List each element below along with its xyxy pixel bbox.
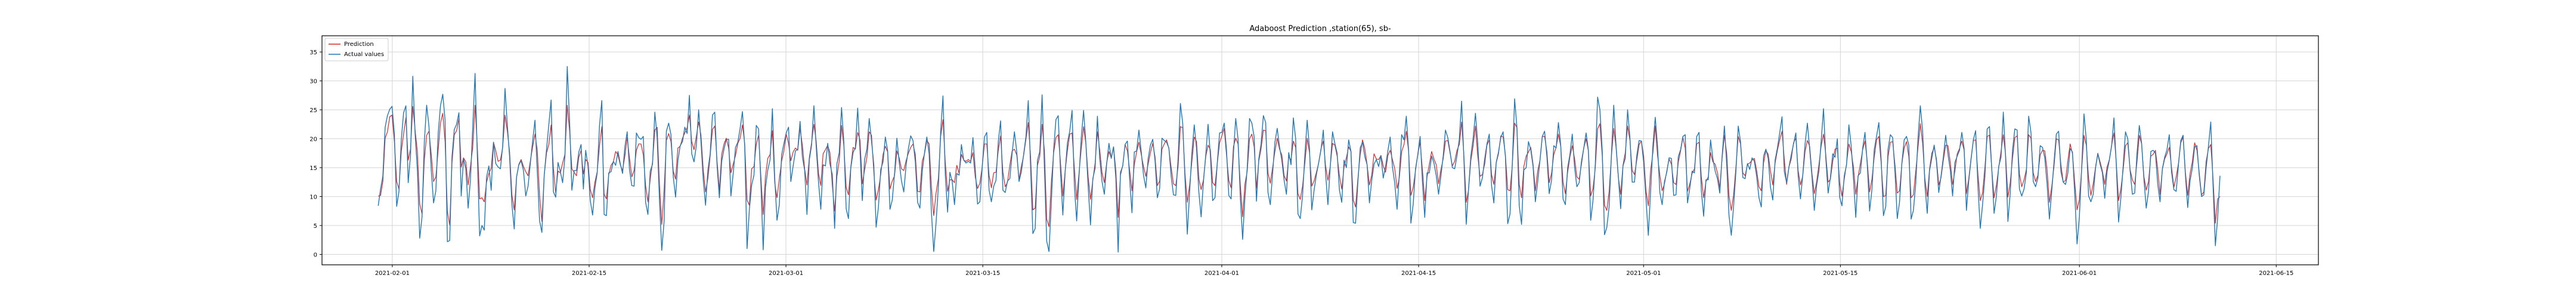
x-tick-label: 2021-06-01 xyxy=(2062,270,2097,277)
x-tick-label: 2021-05-01 xyxy=(1626,270,1661,277)
plot-frame xyxy=(321,35,2319,265)
y-tick-label: 10 xyxy=(309,194,317,201)
x-tick-label: 2021-03-15 xyxy=(965,270,1000,277)
legend-label-actual: Actual values xyxy=(344,51,384,58)
legend-box xyxy=(324,38,389,61)
y-tick-label: 0 xyxy=(314,252,317,259)
x-tick-label: 2021-04-01 xyxy=(1205,270,1239,277)
chart-title: Adaboost Prediction ,station(65), sb- xyxy=(1249,24,1391,33)
x-tick-label: 2021-02-15 xyxy=(572,270,606,277)
y-tick-label: 20 xyxy=(309,137,317,143)
axis-ticks: 0 5 10 15 20 25 30 35 2021-02-01 2021-02-15 2021-0… xyxy=(309,50,2293,277)
y-tick-label: 5 xyxy=(314,223,317,230)
x-tick-label: 2021-05-15 xyxy=(1823,270,1857,277)
x-tick-label: 2021-06-15 xyxy=(2259,270,2293,277)
x-tick-label: 2021-03-01 xyxy=(769,270,803,277)
y-tick-label: 35 xyxy=(309,50,317,56)
x-tick-label: 2021-04-15 xyxy=(1401,270,1436,277)
y-tick-label: 15 xyxy=(309,165,317,172)
series-line-actual xyxy=(377,66,2221,253)
y-tick-label: 30 xyxy=(309,79,317,85)
x-tick-label: 2021-02-01 xyxy=(375,270,410,277)
series-line-prediction xyxy=(378,104,2221,227)
series-group xyxy=(377,66,2221,253)
legend-label-prediction: Prediction xyxy=(344,41,374,48)
y-tick-label: 25 xyxy=(309,107,317,114)
grid xyxy=(322,36,2318,265)
legend: Prediction Actual values xyxy=(324,38,389,61)
